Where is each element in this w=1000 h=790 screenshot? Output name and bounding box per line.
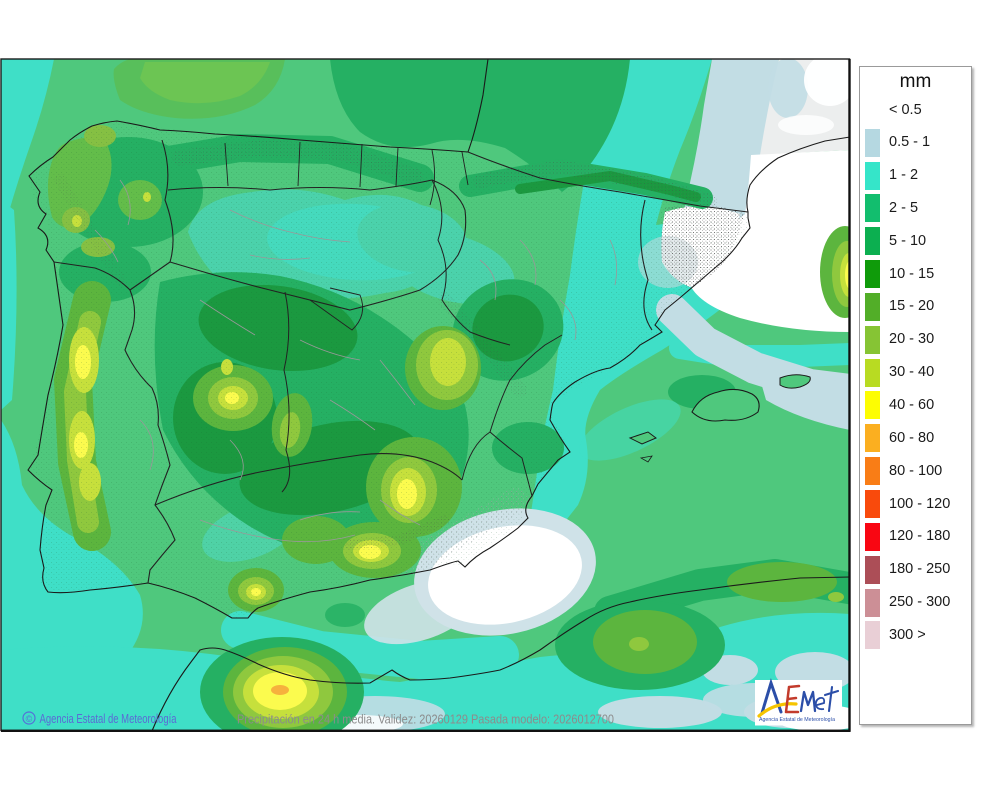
svg-text:©: © bbox=[26, 714, 33, 724]
svg-text:Agencia Estatal de Meteorologí: Agencia Estatal de Meteorología bbox=[40, 711, 178, 726]
svg-text:Precipitación en 24 h media. V: Precipitación en 24 h media. Validez: 20… bbox=[237, 712, 614, 727]
svg-text:Agencia Estatal de Meteorologí: Agencia Estatal de Meteorología bbox=[759, 717, 836, 723]
